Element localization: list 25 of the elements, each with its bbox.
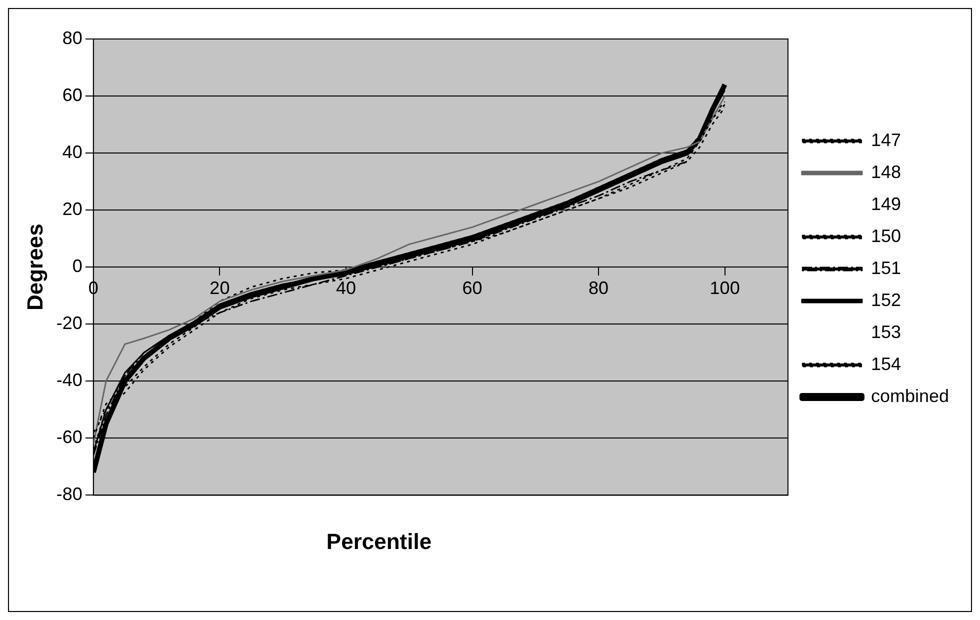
x-tick-label: 80 xyxy=(588,278,609,298)
legend-label: 151 xyxy=(870,258,901,278)
x-tick-label: 20 xyxy=(210,278,230,298)
text: 153 xyxy=(870,322,901,342)
y-tick-label: 0 xyxy=(72,256,82,276)
legend-label: 154 xyxy=(870,354,901,374)
y-tick-label: -60 xyxy=(56,427,82,448)
legend-label: 150 xyxy=(870,226,901,246)
x-tick-label: 60 xyxy=(462,278,482,298)
x-axis-title: Percentile xyxy=(325,529,433,555)
legend-label: 148 xyxy=(870,162,901,182)
legend-label: 152 xyxy=(870,290,901,310)
y-tick-label: 20 xyxy=(62,199,82,220)
legend-label: combined xyxy=(870,386,949,406)
y-tick-label: 60 xyxy=(62,84,82,105)
y-tick-label: -20 xyxy=(56,313,82,334)
y-tick-label: -80 xyxy=(56,484,82,504)
x-tick-label: 40 xyxy=(336,278,356,298)
legend-label: 147 xyxy=(870,130,901,150)
text: 149 xyxy=(870,194,901,214)
y-tick-label: 80 xyxy=(62,28,82,48)
y-axis-title: Degrees xyxy=(22,224,48,311)
y-tick-label: 40 xyxy=(62,142,82,162)
x-tick-label: 100 xyxy=(710,278,740,298)
y-tick-label: -40 xyxy=(56,370,82,390)
